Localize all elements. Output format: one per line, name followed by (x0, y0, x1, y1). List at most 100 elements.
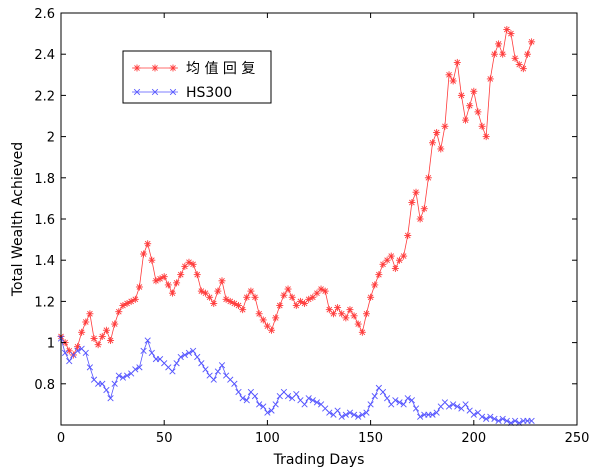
series-1-point (90, 334, 98, 342)
series-1-point (140, 250, 148, 258)
series-1-point (470, 87, 478, 95)
series-1-point (74, 343, 82, 351)
series-2-point (379, 388, 387, 396)
series-1-point (486, 75, 494, 83)
y-axis: 0.8 1 1.2 1.4 1.6 1.8 2 2.2 2.4 2.6 (34, 7, 577, 393)
series-1-point (189, 260, 197, 268)
series-1-point (115, 308, 123, 316)
series-2-point (313, 399, 321, 406)
series-2-point (326, 409, 333, 416)
series-2-point (82, 349, 89, 357)
series-1-point (371, 281, 379, 289)
series-2-point (185, 349, 193, 357)
series-1-point (107, 337, 115, 345)
series-2-point (383, 395, 391, 402)
series-2-point (528, 417, 535, 424)
series-1-point (474, 108, 482, 116)
series-1-point (367, 293, 375, 301)
series-2-point (177, 353, 184, 361)
series-1-point (437, 145, 445, 153)
series-2-point (334, 407, 341, 414)
series-1-point (168, 289, 176, 297)
series-2-point (103, 386, 110, 394)
series-1-point (404, 231, 412, 239)
series-2-point (214, 368, 221, 375)
series-2-point (218, 362, 226, 369)
series-2-point (181, 351, 188, 359)
series-1-point (499, 50, 507, 58)
series-1-point (78, 328, 86, 336)
series-2-point (107, 395, 114, 402)
series-1-point (177, 271, 185, 279)
series-1-point (424, 174, 432, 182)
series-1-point (102, 326, 110, 334)
series-2-point (309, 397, 316, 404)
series-2-point (293, 390, 300, 398)
series-2-point (478, 413, 486, 420)
series-2-point (62, 349, 69, 357)
series-1-point (296, 297, 304, 305)
y-tick-label: 1.4 (34, 254, 55, 269)
series-2-point (367, 401, 374, 408)
y-tick-label: 0.8 (34, 378, 55, 393)
series-1-point (206, 293, 214, 301)
y-tick-label: 2.4 (34, 48, 55, 63)
series-2-point (462, 401, 469, 408)
legend-swatch-marker (133, 64, 141, 72)
series-2-point (363, 409, 370, 416)
series-2-point (284, 393, 292, 400)
series-2-point (346, 409, 354, 416)
series-2-point (115, 372, 122, 379)
series-2-point (111, 380, 118, 387)
series-2-point (148, 349, 155, 357)
series-1-point (268, 326, 276, 334)
x-tick-label: 100 (255, 431, 280, 446)
legend-label: 均 值 回 复 (186, 60, 255, 77)
x-axis-title: Trading Days (273, 452, 365, 468)
series-2-point (396, 399, 403, 406)
series-layer (57, 25, 536, 427)
series-2-point (408, 397, 415, 404)
series-1-point (383, 256, 391, 264)
series-2-point (256, 401, 263, 408)
series-1-point (321, 287, 329, 295)
series-2-point (412, 405, 420, 412)
series-1-point (329, 310, 337, 318)
series-1-point (495, 40, 503, 48)
series-2-point (454, 403, 461, 410)
series-1-point (433, 128, 441, 136)
series-2-point (198, 360, 205, 367)
series-2-point (74, 347, 81, 354)
series-2 (57, 335, 535, 427)
y-tick-label: 2.2 (34, 89, 55, 104)
series-2-point (392, 397, 399, 404)
series-1-point (350, 312, 358, 320)
legend-swatch-marker (151, 88, 159, 96)
legend-swatch-marker (169, 88, 177, 96)
series-2-point (86, 364, 94, 371)
series-2-point (132, 366, 139, 373)
series-1-point (346, 306, 354, 314)
series-2-point (491, 415, 498, 422)
x-tick-label: 200 (461, 431, 486, 446)
series-1-point (288, 293, 296, 301)
series-1-point (429, 139, 437, 147)
series-1-point (478, 122, 486, 130)
legend-label: HS300 (186, 85, 232, 101)
series-2-point (173, 360, 180, 367)
series-1-point (239, 306, 247, 314)
x-tick-label: 150 (358, 431, 383, 446)
series-2-point (499, 415, 506, 422)
series-1-point (94, 341, 102, 349)
series-1-point (453, 58, 461, 66)
series-1-point (284, 285, 292, 293)
series-2-point (359, 411, 366, 418)
legend-box (122, 50, 272, 104)
series-1-point (482, 133, 490, 141)
series-1-point (164, 281, 172, 289)
series-1-point (362, 310, 370, 318)
series-1-point (144, 240, 152, 248)
series-1-point (462, 116, 470, 124)
series-2-point (445, 403, 453, 410)
